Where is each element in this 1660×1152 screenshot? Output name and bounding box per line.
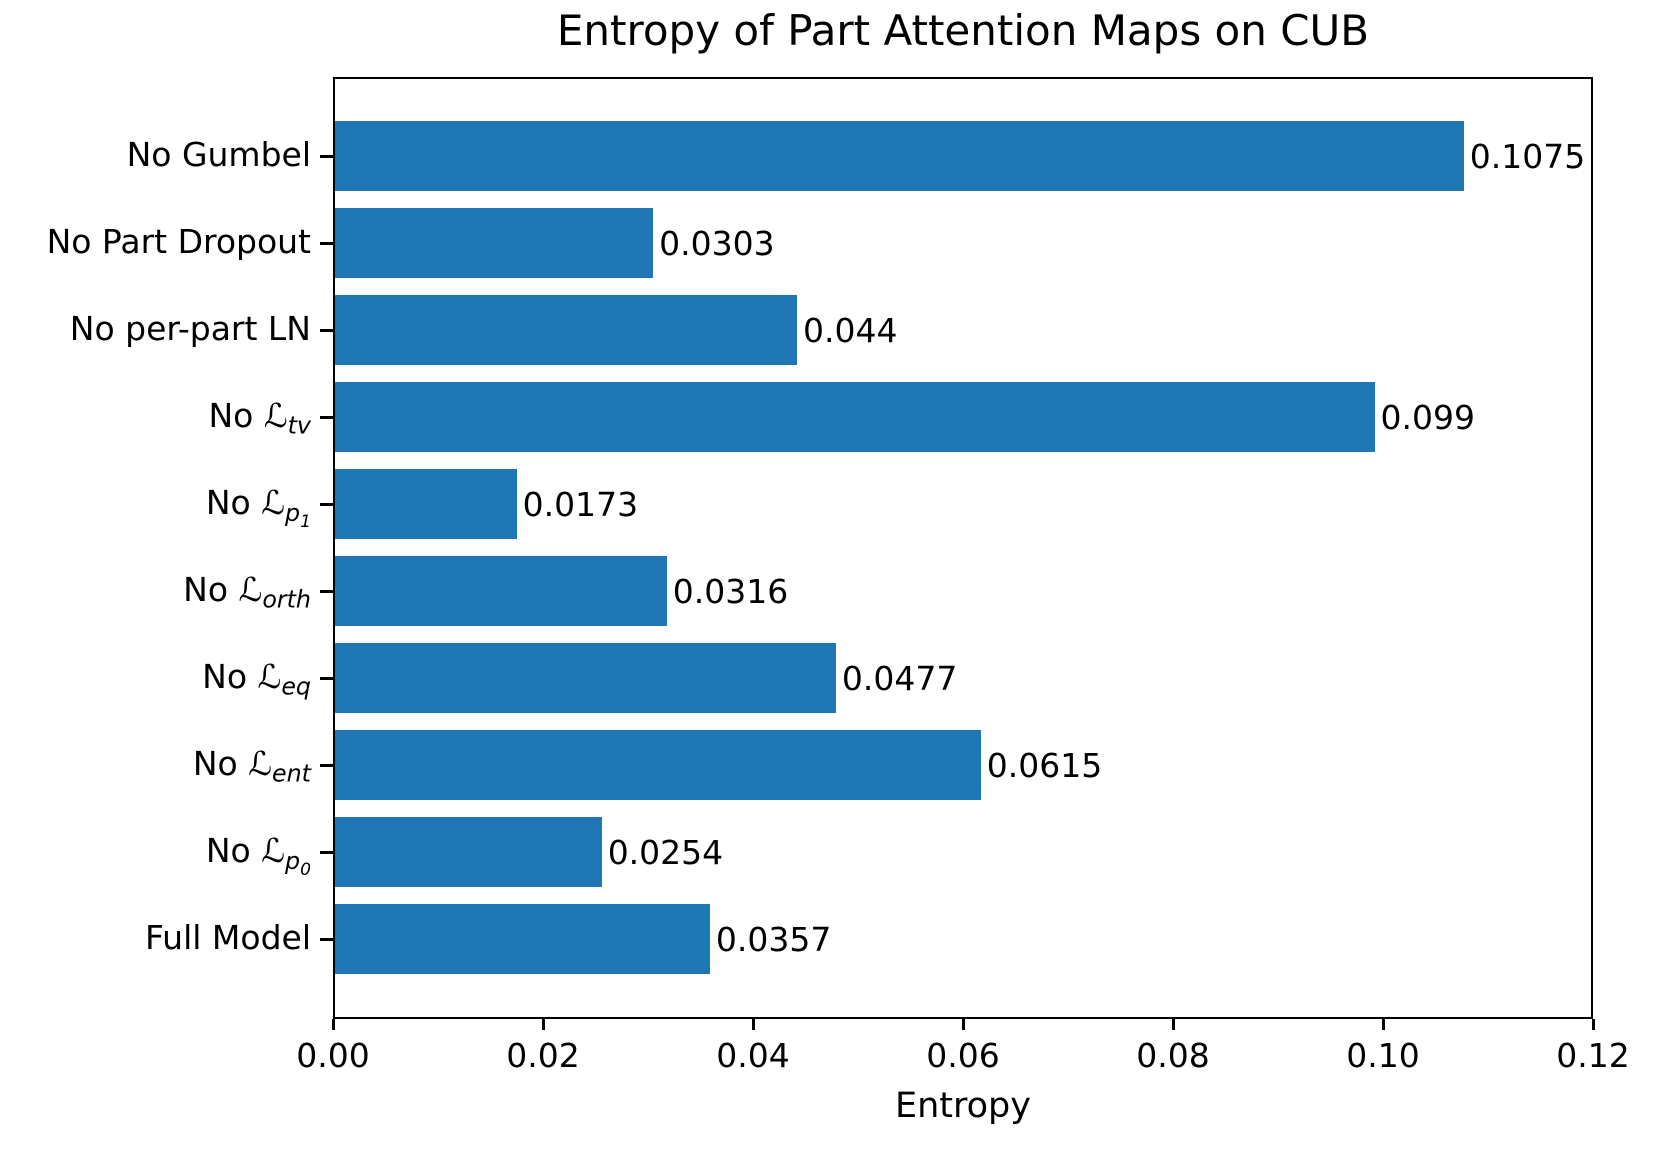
x-tick-mark bbox=[961, 1019, 965, 1030]
bar-value-label: 0.099 bbox=[1380, 397, 1475, 437]
bar-value-label: 0.1075 bbox=[1469, 136, 1586, 176]
y-tick-label: No Gumbel bbox=[126, 135, 311, 174]
y-tick-label: No ℒeq bbox=[202, 657, 311, 701]
y-tick-mark bbox=[320, 416, 333, 419]
script-L-symbol: ℒ bbox=[257, 657, 282, 696]
bar bbox=[335, 904, 710, 974]
bar-value-label: 0.0303 bbox=[659, 223, 775, 263]
bar-value-label: 0.0615 bbox=[986, 745, 1103, 785]
bar-value-label: 0.0477 bbox=[841, 658, 958, 698]
y-tick-mark bbox=[320, 938, 333, 941]
x-tick-mark bbox=[1171, 1019, 1175, 1030]
bar bbox=[335, 469, 517, 539]
bar bbox=[335, 208, 654, 278]
plot-area: 0.1075 0.0303 0.044 0.099 0.0173 0.0316 0.0477… bbox=[333, 77, 1593, 1019]
y-tick-label: No ℒp1 bbox=[205, 483, 311, 532]
y-tick-mark bbox=[320, 155, 333, 158]
x-tick-mark bbox=[1381, 1019, 1385, 1030]
bar bbox=[335, 295, 797, 365]
bar-value-label: 0.044 bbox=[803, 310, 898, 350]
bar bbox=[335, 730, 981, 800]
y-tick-label: Full Model bbox=[145, 918, 311, 957]
x-tick-label: 0.02 bbox=[506, 1036, 580, 1075]
script-L-symbol: ℒ bbox=[263, 396, 288, 435]
x-tick-mark bbox=[751, 1019, 755, 1030]
y-tick-label: No ℒorth bbox=[183, 570, 311, 614]
y-tick-label: No per-part LN bbox=[69, 309, 311, 348]
x-tick-label: 0.06 bbox=[926, 1036, 1000, 1075]
y-tick-label: No ℒp0 bbox=[205, 831, 311, 880]
bar bbox=[335, 817, 602, 887]
bar-value-label: 0.0173 bbox=[522, 484, 639, 524]
x-tick-mark bbox=[331, 1019, 335, 1030]
bar bbox=[335, 121, 1464, 191]
x-tick-label: 0.12 bbox=[1556, 1036, 1630, 1075]
bar bbox=[335, 556, 667, 626]
x-axis-label: Entropy bbox=[895, 1086, 1031, 1126]
x-tick-label: 0.10 bbox=[1346, 1036, 1420, 1075]
script-L-symbol: ℒ bbox=[238, 570, 263, 609]
y-tick-mark bbox=[320, 590, 333, 593]
bar-value-label: 0.0357 bbox=[715, 919, 832, 959]
x-tick-label: 0.00 bbox=[296, 1036, 370, 1075]
bar bbox=[335, 643, 836, 713]
x-tick-mark bbox=[541, 1019, 545, 1030]
bar-value-label: 0.0316 bbox=[672, 571, 789, 611]
y-tick-mark bbox=[320, 851, 333, 854]
y-tick-mark bbox=[320, 503, 333, 506]
y-tick-mark bbox=[320, 329, 333, 332]
bar-value-label: 0.0254 bbox=[607, 832, 724, 872]
chart-title: Entropy of Part Attention Maps on CUB bbox=[556, 6, 1370, 55]
x-tick-mark bbox=[1591, 1019, 1595, 1030]
script-L-symbol: ℒ bbox=[261, 831, 286, 870]
y-tick-mark bbox=[320, 764, 333, 767]
script-L-symbol: ℒ bbox=[261, 483, 286, 522]
script-L-symbol: ℒ bbox=[248, 744, 273, 783]
y-tick-mark bbox=[320, 677, 333, 680]
y-tick-mark bbox=[320, 242, 333, 245]
y-tick-label: No Part Dropout bbox=[46, 222, 311, 261]
y-tick-label: No ℒent bbox=[192, 744, 311, 788]
x-tick-label: 0.08 bbox=[1136, 1036, 1210, 1075]
y-tick-label: No ℒtv bbox=[208, 396, 311, 440]
x-tick-label: 0.04 bbox=[716, 1036, 790, 1075]
bar bbox=[335, 382, 1375, 452]
